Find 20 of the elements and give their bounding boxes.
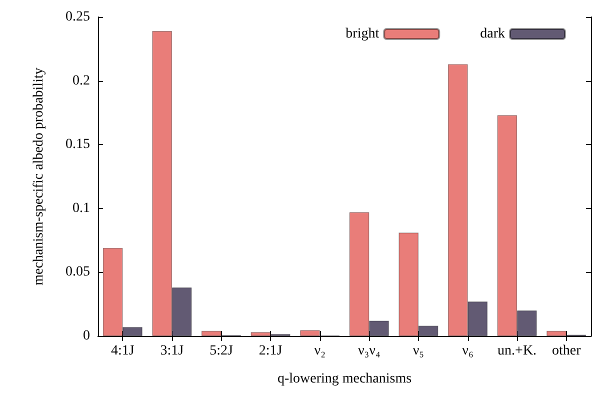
y-axis-title: mechanism-specific albedo probability	[32, 68, 46, 286]
x-tick-label: ν₂	[314, 344, 326, 358]
x-axis-title: q-lowering mechanisms	[277, 372, 412, 386]
y-tick-label: 0.1	[72, 200, 90, 216]
legend-label: dark	[480, 26, 505, 42]
y-tick-label: 0	[83, 328, 90, 344]
x-tick-label: 3:1J	[160, 344, 184, 358]
legend-label: bright	[346, 26, 380, 42]
x-tick-label: ν₆	[462, 344, 474, 358]
y-tick-label: 0.05	[66, 264, 90, 280]
x-tick-label: ν₃ν₄	[358, 344, 380, 358]
x-tick-label: un.+K.	[498, 344, 537, 358]
x-tick-label: ν₅	[412, 344, 424, 358]
x-tick-label: 2:1J	[258, 344, 283, 358]
x-tick-label: other	[552, 344, 582, 358]
y-tick-label: 0.15	[66, 137, 90, 152]
y-tick-label: 0.25	[66, 10, 90, 24]
x-tick-label: 5:2J	[210, 344, 234, 358]
y-tick-label: 0.2	[72, 73, 90, 88]
x-tick-label: 4:1J	[110, 344, 135, 358]
